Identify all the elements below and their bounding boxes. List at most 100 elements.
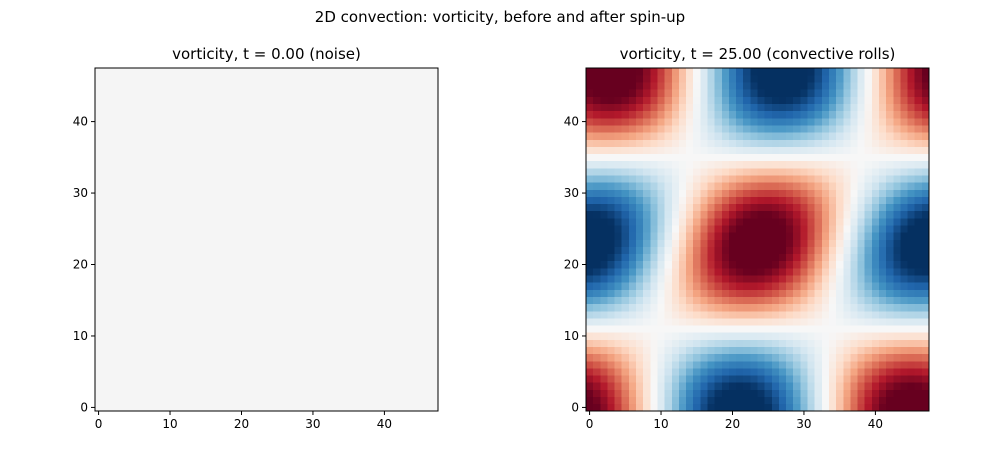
heatmap-cell: [173, 82, 182, 90]
heatmap-cell: [914, 232, 923, 240]
heatmap-cell: [764, 189, 773, 197]
heatmap-cell: [636, 275, 644, 283]
heatmap-cell: [878, 89, 887, 97]
heatmap-cell: [402, 160, 410, 169]
heatmap-cell: [850, 160, 858, 169]
heatmap-cell: [593, 146, 601, 155]
heatmap-cell: [187, 196, 196, 205]
heatmap-cell: [273, 232, 282, 240]
heatmap-cell: [664, 246, 673, 255]
heatmap-cell: [387, 210, 396, 219]
heatmap-cell: [237, 375, 246, 383]
heatmap-cell: [700, 68, 708, 76]
heatmap-cell: [259, 282, 267, 290]
heatmap-cell: [123, 260, 132, 269]
heatmap-cell: [878, 382, 887, 390]
heatmap-cell: [366, 218, 374, 226]
heatmap-cell: [736, 296, 744, 305]
heatmap-cell: [173, 132, 182, 140]
heatmap-cell: [173, 268, 182, 276]
heatmap-cell: [800, 382, 808, 390]
heatmap-cell: [159, 339, 167, 347]
heatmap-cell: [664, 396, 673, 405]
heatmap-cell: [180, 318, 189, 326]
heatmap-cell: [821, 82, 830, 90]
heatmap-cell: [237, 246, 246, 255]
heatmap-cell: [586, 125, 594, 133]
heatmap-cell: [209, 218, 217, 226]
heatmap-cell: [173, 382, 182, 390]
heatmap-cell: [395, 353, 403, 362]
heatmap-cell: [152, 139, 160, 147]
heatmap-cell: [886, 82, 894, 90]
heatmap-cell: [664, 375, 673, 383]
heatmap-cell: [252, 210, 260, 219]
heatmap-cell: [395, 218, 403, 226]
heatmap-cell: [359, 196, 367, 205]
heatmap-cell: [893, 268, 901, 276]
heatmap-cell: [259, 325, 267, 333]
heatmap-cell: [786, 303, 794, 312]
heatmap-cell: [216, 175, 224, 183]
heatmap-cell: [586, 396, 594, 405]
heatmap-cell: [614, 182, 623, 190]
heatmap-cell: [864, 360, 873, 369]
heatmap-cell: [693, 353, 701, 362]
heatmap-cell: [116, 68, 124, 76]
heatmap-cell: [409, 310, 417, 319]
heatmap-cell: [316, 375, 324, 383]
heatmap-cell: [416, 153, 425, 162]
heatmap-cell: [857, 375, 865, 383]
heatmap-cell: [195, 182, 203, 190]
heatmap-cell: [907, 282, 916, 290]
heatmap-cell: [395, 318, 403, 326]
heatmap-cell: [223, 360, 232, 369]
heatmap-cell: [864, 282, 873, 290]
heatmap-cell: [409, 139, 417, 147]
heatmap-cell: [628, 175, 637, 183]
heatmap-cell: [878, 175, 887, 183]
heatmap-cell: [366, 182, 374, 190]
heatmap-cell: [123, 132, 132, 140]
heatmap-cell: [807, 346, 815, 355]
heatmap-cell: [416, 268, 425, 276]
heatmap-cell: [259, 389, 267, 398]
heatmap-cell: [180, 268, 189, 276]
heatmap-cell: [871, 160, 880, 169]
heatmap-cell: [180, 239, 189, 247]
heatmap-cell: [116, 96, 124, 105]
heatmap-cell: [721, 225, 730, 233]
heatmap-cell: [764, 339, 773, 347]
heatmap-cell: [295, 153, 303, 162]
heatmap-cell: [728, 68, 737, 76]
heatmap-cell: [778, 146, 787, 155]
heatmap-cell: [678, 318, 687, 326]
heatmap-cell: [252, 360, 260, 369]
heatmap-cell: [836, 260, 844, 269]
heatmap-cell: [352, 282, 360, 290]
heatmap-cell: [287, 282, 296, 290]
heatmap-cell: [878, 332, 887, 340]
heatmap-cell: [345, 146, 353, 155]
heatmap-cell: [586, 89, 594, 97]
heatmap-cell: [109, 160, 117, 169]
heatmap-cell: [323, 253, 332, 262]
heatmap-cell: [116, 403, 124, 412]
heatmap-cell: [893, 389, 901, 398]
heatmap-cell: [614, 396, 623, 405]
heatmap-cell: [430, 310, 439, 319]
heatmap-cell: [650, 89, 658, 97]
heatmap-cell: [700, 296, 708, 305]
heatmap-cell: [621, 282, 630, 290]
heatmap-cell: [714, 403, 723, 412]
heatmap-cell: [373, 289, 382, 297]
heatmap-cell: [678, 196, 687, 205]
heatmap-cell: [900, 118, 908, 126]
heatmap-cell: [166, 168, 174, 176]
heatmap-cell: [700, 175, 708, 183]
heatmap-cell: [252, 153, 260, 162]
heatmap-cell: [352, 346, 360, 355]
heatmap-cell: [366, 139, 374, 147]
heatmap-cell: [850, 82, 858, 90]
heatmap-cell: [850, 332, 858, 340]
